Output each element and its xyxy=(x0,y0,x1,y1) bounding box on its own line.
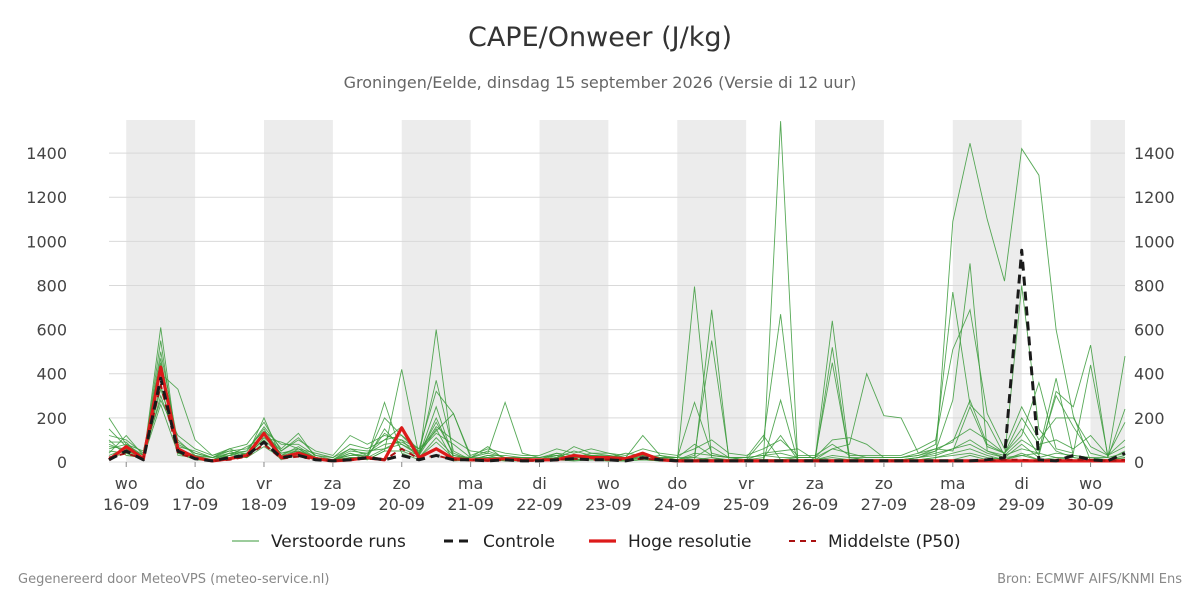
x-tick-day: di xyxy=(532,474,547,493)
x-tick-date: 24-09 xyxy=(654,495,701,514)
weekend-band xyxy=(1090,120,1125,462)
x-tick-day: vr xyxy=(738,474,754,493)
x-tick-date: 29-09 xyxy=(998,495,1045,514)
y-tick-label: 1400 xyxy=(1134,144,1175,163)
x-tick-day: di xyxy=(1014,474,1029,493)
y-axis-right: 0 200 400 600 800 1000 1200 1400 xyxy=(1134,144,1175,472)
x-tick-date: 28-09 xyxy=(930,495,977,514)
x-tick-date: 17-09 xyxy=(172,495,219,514)
y-tick-label: 800 xyxy=(36,276,67,295)
legend-label-high_res: Hoge resolutie xyxy=(628,532,752,552)
y-tick-label: 1000 xyxy=(26,232,67,251)
footer-source: Bron: ECMWF AIFS/KNMI Ens xyxy=(997,572,1182,587)
y-tick-label: 1400 xyxy=(26,144,67,163)
y-tick-label: 400 xyxy=(1134,365,1165,384)
x-tick-day: za xyxy=(806,474,824,493)
x-tick-date: 27-09 xyxy=(861,495,908,514)
weekend-band xyxy=(815,120,884,462)
x-tick-date: 21-09 xyxy=(447,495,494,514)
x-tick-day: ma xyxy=(458,474,483,493)
x-tick-day: zo xyxy=(393,474,411,493)
x-tick-day: vr xyxy=(256,474,272,493)
x-tick-day: ma xyxy=(940,474,965,493)
ensemble-member-line xyxy=(108,362,1126,461)
legend-label-control: Controle xyxy=(483,532,555,552)
x-tick-day: do xyxy=(185,474,205,493)
x-tick-day: wo xyxy=(1079,474,1102,493)
y-tick-label: 1200 xyxy=(26,188,67,207)
weekend-band xyxy=(401,120,471,462)
chart-title: CAPE/Onweer (J/kg) xyxy=(467,22,732,53)
y-tick-label: 600 xyxy=(1134,321,1165,340)
weekend-band xyxy=(952,120,1022,462)
weekend-band xyxy=(539,120,609,462)
legend-label-median: Middelste (P50) xyxy=(828,532,961,552)
legend: Verstoorde runs Controle Hoge resolutie Mid… xyxy=(232,532,961,552)
weekend-band xyxy=(677,120,747,462)
y-tick-label: 400 xyxy=(36,365,67,384)
y-axis-left: 0 200 400 600 800 1000 1200 1400 xyxy=(26,144,67,472)
y-tick-label: 1000 xyxy=(1134,232,1175,251)
y-tick-label: 0 xyxy=(57,453,67,472)
x-tick-day: do xyxy=(667,474,687,493)
y-tick-label: 200 xyxy=(1134,409,1165,428)
weekend-bands xyxy=(126,120,1125,462)
x-tick-day: za xyxy=(324,474,342,493)
x-tick-day: zo xyxy=(875,474,893,493)
x-tick-day: wo xyxy=(597,474,620,493)
x-tick-date: 19-09 xyxy=(310,495,357,514)
y-tick-label: 1200 xyxy=(1134,188,1175,207)
y-tick-label: 200 xyxy=(36,409,67,428)
ensemble-member-line xyxy=(108,308,1126,456)
x-tick-date: 30-09 xyxy=(1067,495,1114,514)
y-tick-label: 800 xyxy=(1134,276,1165,295)
y-tick-label: 600 xyxy=(36,321,67,340)
ensemble-member-line xyxy=(108,364,1126,459)
x-axis: wo 16-09 do 17-09 vr 18-09 za 19-09 zo 20-09 ma 21-… xyxy=(103,462,1114,514)
x-tick-day: wo xyxy=(115,474,138,493)
main-series xyxy=(108,248,1126,463)
x-tick-date: 26-09 xyxy=(792,495,839,514)
x-tick-date: 16-09 xyxy=(103,495,150,514)
footer-credit: Gegenereerd door MeteoVPS (meteo-service… xyxy=(18,572,330,587)
x-tick-date: 25-09 xyxy=(723,495,770,514)
x-tick-date: 22-09 xyxy=(516,495,563,514)
legend-label-ensemble: Verstoorde runs xyxy=(271,532,406,552)
x-tick-date: 23-09 xyxy=(585,495,632,514)
chart-subtitle: Groningen/Eelde, dinsdag 15 september 20… xyxy=(343,73,857,92)
weekend-band xyxy=(263,120,333,462)
control-line xyxy=(108,248,1126,463)
y-tick-label: 0 xyxy=(1134,453,1144,472)
x-tick-date: 20-09 xyxy=(378,495,425,514)
x-tick-date: 18-09 xyxy=(241,495,288,514)
